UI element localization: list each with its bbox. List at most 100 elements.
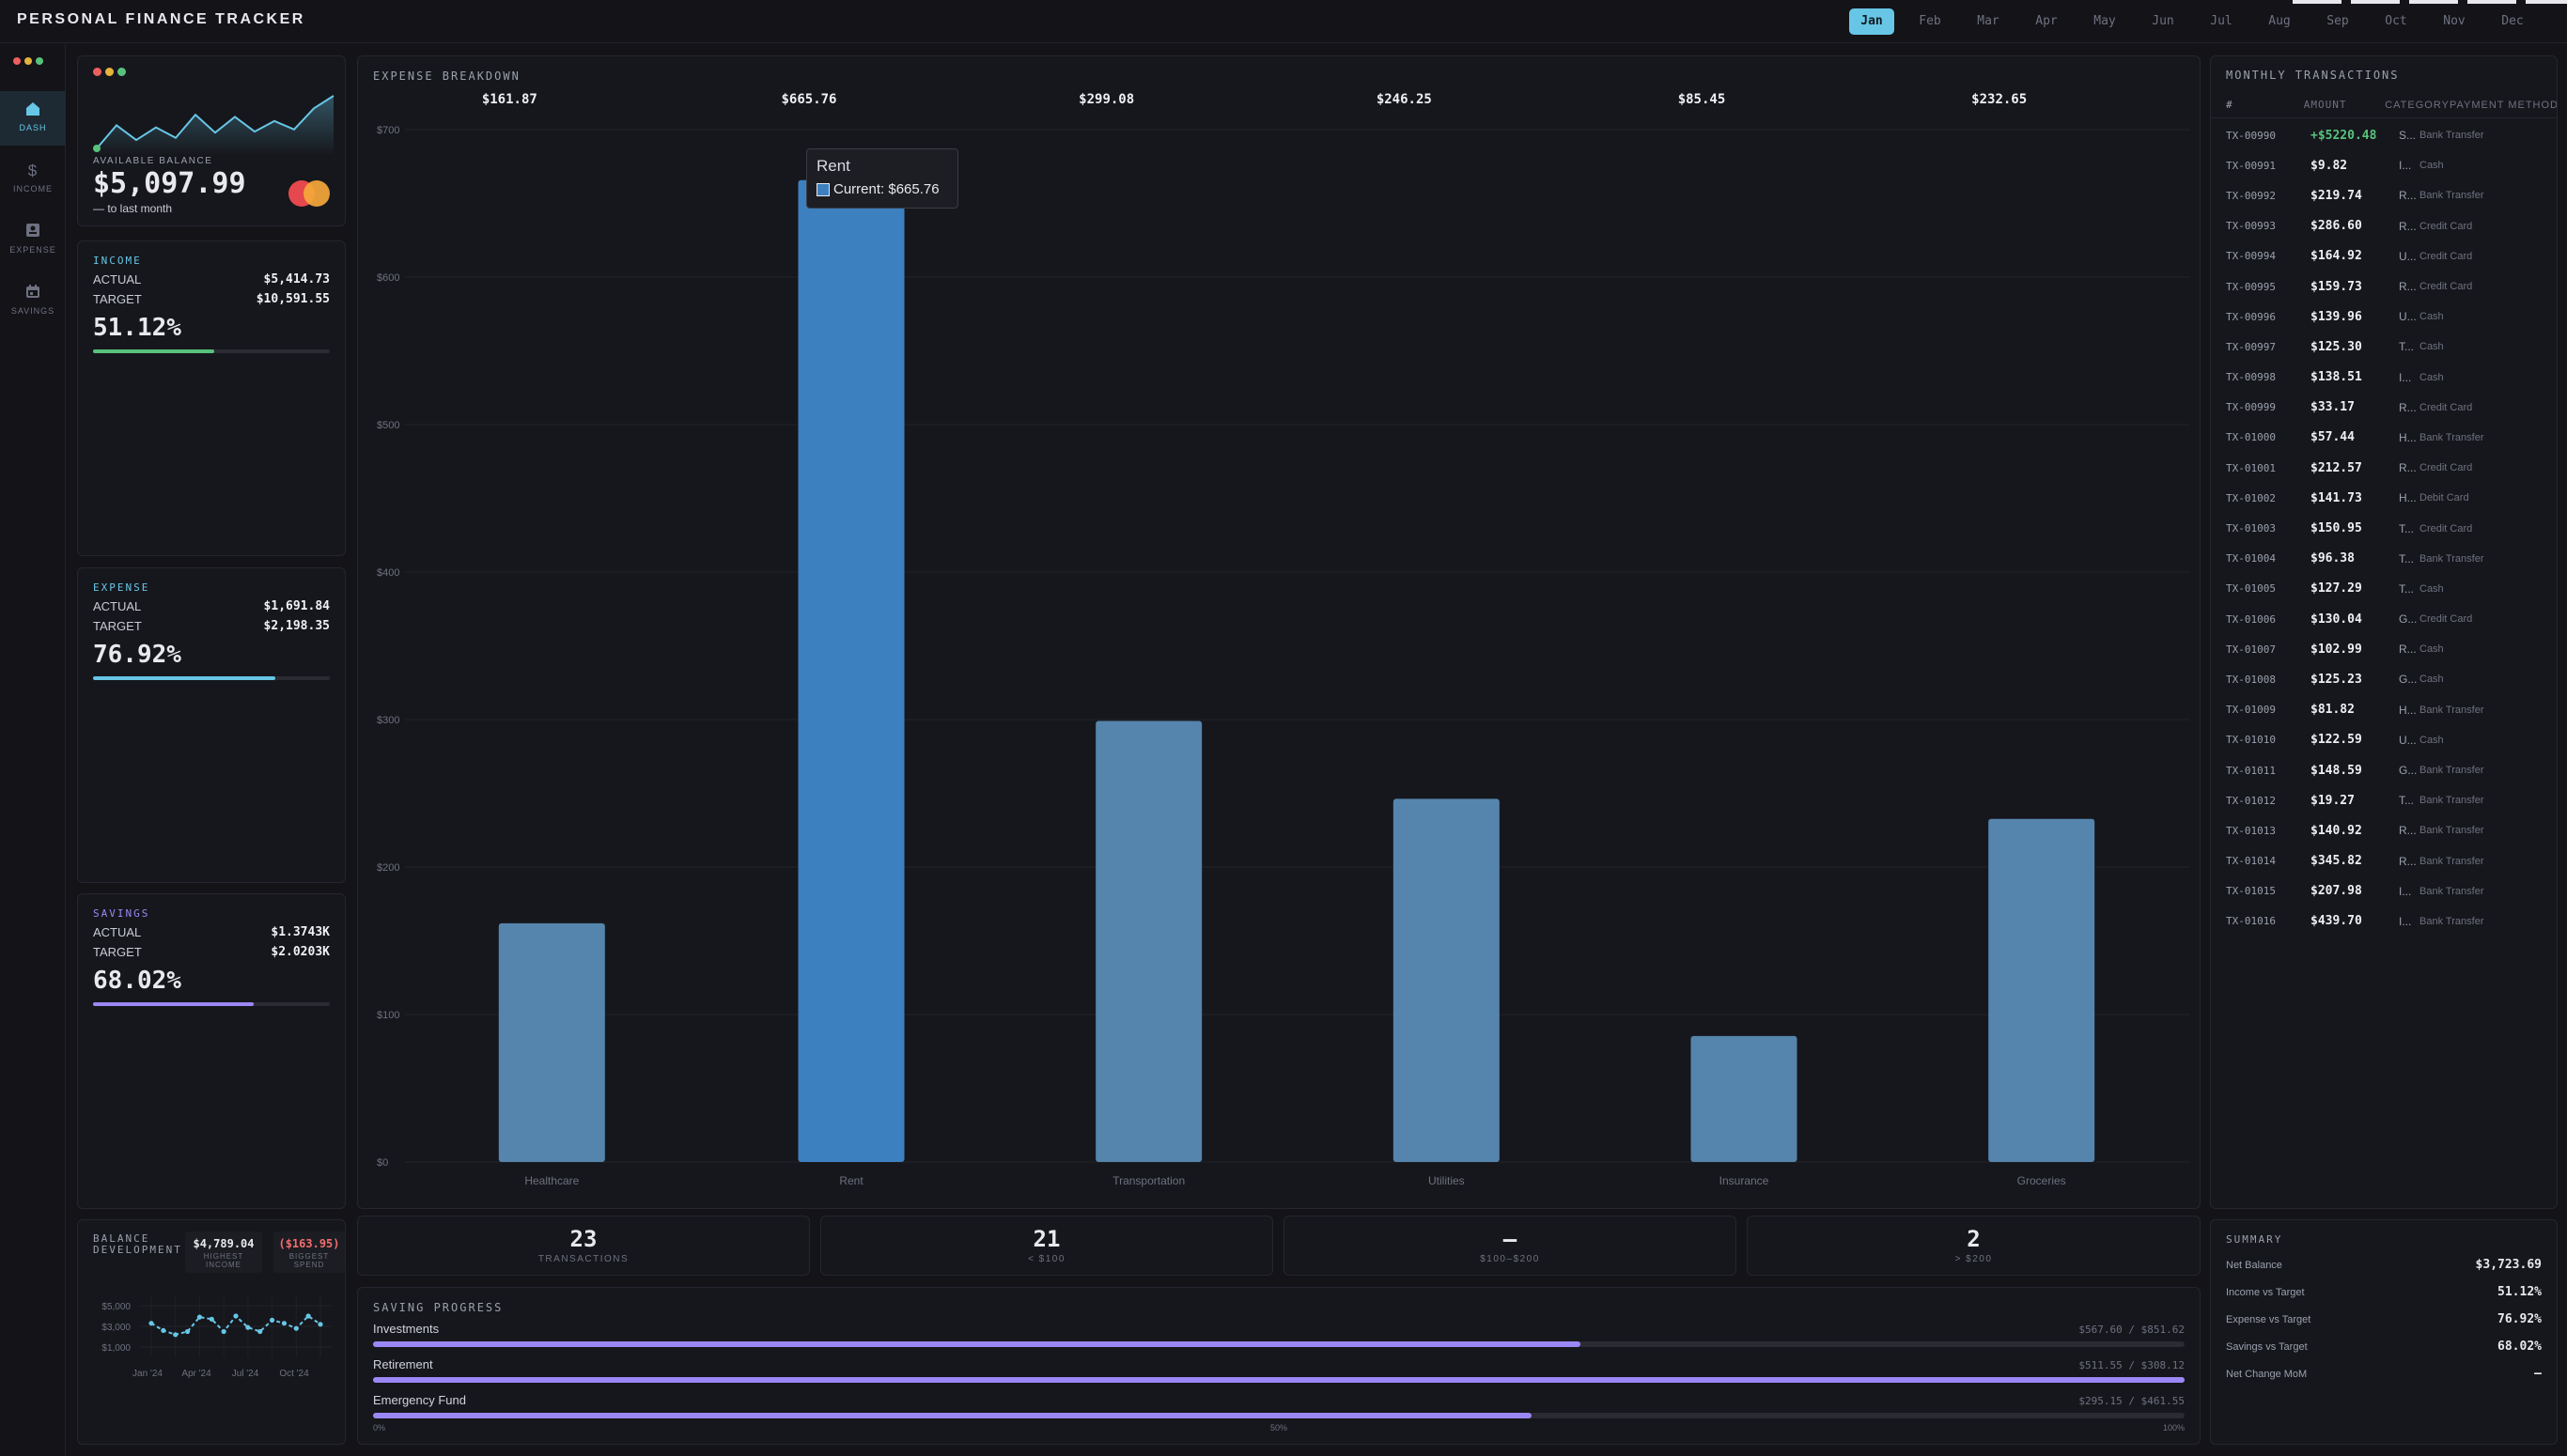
balance-point[interactable] — [209, 1316, 214, 1322]
balance-point[interactable] — [305, 1313, 311, 1319]
tx-payment-method: Cash — [2419, 371, 2444, 383]
bar-utilities[interactable] — [1392, 798, 1500, 1162]
month-tab-mar[interactable]: Mar — [1977, 14, 1999, 28]
bar-rent[interactable] — [798, 179, 905, 1162]
table-row[interactable]: TX-01016 $439.70 I... Bank Transfer — [2211, 906, 2557, 937]
wallet-icon — [0, 223, 66, 241]
table-row[interactable]: TX-01005 $127.29 T... Cash — [2211, 574, 2557, 604]
table-row[interactable]: TX-01014 $345.82 R... Bank Transfer — [2211, 846, 2557, 876]
balance-point[interactable] — [221, 1328, 226, 1335]
table-row[interactable]: TX-00997 $125.30 T... Cash — [2211, 332, 2557, 362]
tx-category: H... — [2399, 491, 2417, 505]
maximize-dot[interactable] — [36, 57, 43, 65]
table-row[interactable]: TX-00996 $139.96 U... Cash — [2211, 302, 2557, 332]
col-header-payment[interactable]: PAYMENT METHOD — [2449, 99, 2558, 111]
x-tick-label: Jul '24 — [232, 1369, 259, 1379]
stat-transactions: 23 TRANSACTIONS — [357, 1216, 810, 1276]
balance-point[interactable] — [281, 1321, 288, 1326]
tx-id: TX-00994 — [2226, 250, 2276, 263]
balance-point[interactable] — [245, 1324, 251, 1330]
sidebar-item-income[interactable]: $ INCOME — [0, 152, 66, 207]
tx-id: TX-01005 — [2226, 582, 2276, 596]
tx-id: TX-01016 — [2226, 915, 2276, 928]
table-row[interactable]: TX-01009 $81.82 H... Bank Transfer — [2211, 695, 2557, 725]
table-row[interactable]: TX-01001 $212.57 R... Credit Card — [2211, 453, 2557, 483]
balance-point[interactable] — [148, 1321, 154, 1326]
month-tab-sep[interactable]: Sep — [2326, 14, 2349, 28]
sidebar-item-expense[interactable]: EXPENSE — [0, 213, 66, 268]
col-header-id[interactable]: # — [2226, 99, 2233, 111]
balance-point[interactable] — [196, 1314, 203, 1320]
col-header-amount[interactable]: AMOUNT — [2303, 99, 2347, 111]
month-tab-dec[interactable]: Dec — [2501, 14, 2524, 28]
expense-breakdown-panel: EXPENSE BREAKDOWN $0 $100 $200 $300 $400 $500… — [357, 55, 2201, 1209]
bar-healthcare[interactable] — [498, 922, 605, 1162]
balance-point[interactable] — [257, 1328, 263, 1335]
table-row[interactable]: TX-01011 $148.59 G... Bank Transfer — [2211, 755, 2557, 785]
table-row[interactable]: TX-01012 $19.27 T... Bank Transfer — [2211, 785, 2557, 815]
table-row[interactable]: TX-01010 $122.59 U... Cash — [2211, 725, 2557, 755]
balance-point[interactable] — [293, 1325, 299, 1331]
month-tab-jul[interactable]: Jul — [2210, 14, 2233, 28]
saving-progress-track — [373, 1341, 2185, 1347]
tx-amount: $439.70 — [2310, 914, 2362, 929]
tx-amount: $212.57 — [2310, 460, 2362, 475]
y-tick-label: $600 — [377, 272, 399, 284]
tx-amount: $19.27 — [2310, 793, 2355, 808]
sidebar-item-dash[interactable]: DASH — [0, 91, 66, 146]
balance-point[interactable] — [233, 1313, 239, 1319]
savings-progress-fill — [93, 1002, 255, 1006]
table-row[interactable]: TX-00992 $219.74 R... Bank Transfer — [2211, 180, 2557, 210]
month-tab-apr[interactable]: Apr — [2035, 14, 2058, 28]
sparkline-area — [97, 96, 334, 156]
table-row[interactable]: TX-00995 $159.73 R... Credit Card — [2211, 271, 2557, 302]
axis-label: 100% — [2162, 1423, 2185, 1433]
month-tab-jun[interactable]: Jun — [2152, 14, 2174, 28]
sidebar-item-savings[interactable]: SAVINGS — [0, 274, 66, 329]
balance-point[interactable] — [184, 1328, 191, 1335]
tx-category: G... — [2399, 764, 2418, 778]
sparkline-line — [96, 95, 334, 149]
month-tab-oct[interactable]: Oct — [2385, 14, 2407, 28]
balance-point[interactable] — [173, 1332, 179, 1338]
tx-amount: $207.98 — [2310, 884, 2362, 899]
month-tab-aug[interactable]: Aug — [2268, 14, 2291, 28]
balance-point[interactable] — [318, 1322, 323, 1327]
close-dot[interactable] — [13, 57, 21, 65]
tx-id: TX-01014 — [2226, 855, 2276, 868]
month-tab-nov[interactable]: Nov — [2443, 14, 2466, 28]
tx-payment-method: Cash — [2419, 643, 2444, 656]
tx-category: R... — [2399, 400, 2417, 414]
table-row[interactable]: TX-01003 $150.95 T... Credit Card — [2211, 513, 2557, 543]
month-tab-feb[interactable]: Feb — [1919, 14, 1941, 28]
table-row[interactable]: TX-00991 $9.82 I... Cash — [2211, 150, 2557, 180]
table-row[interactable]: TX-01002 $141.73 H... Debit Card — [2211, 483, 2557, 513]
summary-title: SUMMARY — [2226, 1233, 2283, 1246]
x-tick-label: Transportation — [1112, 1174, 1185, 1187]
table-row[interactable]: TX-00990 +$5220.48 S... Bank Transfer — [2211, 120, 2557, 150]
table-row[interactable]: TX-01015 $207.98 I... Bank Transfer — [2211, 876, 2557, 906]
bar-groceries[interactable] — [1988, 818, 2095, 1162]
balance-point[interactable] — [161, 1327, 166, 1333]
table-row[interactable]: TX-00999 $33.17 R... Credit Card — [2211, 393, 2557, 423]
col-header-category[interactable]: CATEGORY — [2385, 99, 2450, 111]
balance-point[interactable] — [269, 1317, 275, 1323]
stat-100-200: — $100–$200 — [1284, 1216, 1736, 1276]
table-row[interactable]: TX-01004 $96.38 T... Bank Transfer — [2211, 544, 2557, 574]
bar-transportation[interactable] — [1096, 720, 1203, 1162]
tx-amount: $286.60 — [2310, 219, 2362, 234]
sidebar-item-label: SAVINGS — [10, 306, 55, 316]
table-row[interactable]: TX-00998 $138.51 I... Cash — [2211, 363, 2557, 393]
minimize-dot[interactable] — [24, 57, 32, 65]
bar-insurance[interactable] — [1690, 1035, 1797, 1162]
table-row[interactable]: TX-01013 $140.92 R... Bank Transfer — [2211, 815, 2557, 845]
table-row[interactable]: TX-00994 $164.92 U... Credit Card — [2211, 241, 2557, 271]
table-row[interactable]: TX-01007 $102.99 R... Cash — [2211, 634, 2557, 664]
table-row[interactable]: TX-01008 $125.23 G... Cash — [2211, 664, 2557, 694]
month-tab-may[interactable]: May — [2093, 14, 2116, 28]
table-row[interactable]: TX-01000 $57.44 H... Bank Transfer — [2211, 423, 2557, 453]
app-title: PERSONAL FINANCE TRACKER — [17, 11, 305, 27]
table-row[interactable]: TX-01006 $130.04 G... Credit Card — [2211, 604, 2557, 634]
table-row[interactable]: TX-00993 $286.60 R... Credit Card — [2211, 211, 2557, 241]
month-tab-jan[interactable]: Jan — [1849, 8, 1894, 35]
